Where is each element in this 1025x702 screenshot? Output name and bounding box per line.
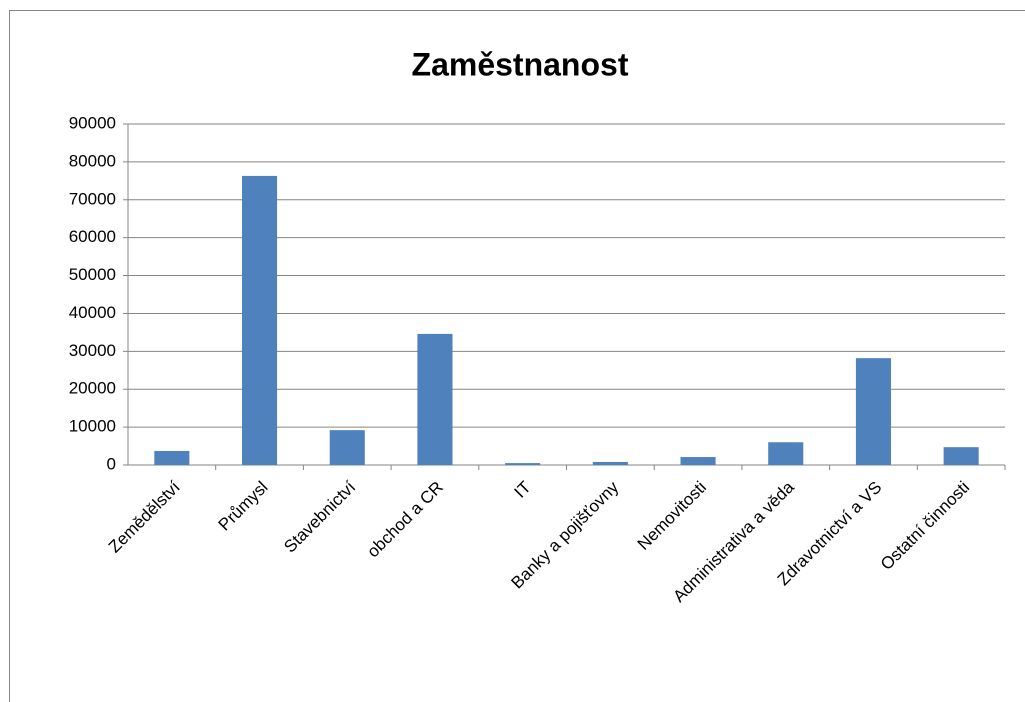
y-tick-label: 0 (107, 454, 116, 473)
bar (855, 358, 891, 465)
x-tick-label: Nemovitosti (634, 478, 710, 554)
bar (242, 175, 278, 465)
bar (329, 430, 365, 465)
y-tick-label: 10000 (69, 417, 116, 436)
bar (154, 450, 190, 465)
y-tick-label: 30000 (69, 341, 116, 360)
bar (768, 442, 804, 465)
x-tick-label: Průmysl (215, 478, 272, 535)
y-tick-label: 40000 (69, 303, 116, 322)
bar (592, 461, 628, 465)
bar (680, 457, 716, 465)
x-tick-label: Ostatní činnosti (877, 478, 973, 574)
y-tick-label: 60000 (69, 227, 116, 246)
y-tick-label: 20000 (69, 379, 116, 398)
chart-title: Zaměstnanost (412, 46, 629, 82)
bar (505, 463, 541, 465)
x-tick-label: IT (511, 478, 535, 502)
x-tick-label: obchod a CR (363, 478, 447, 562)
y-tick-label: 50000 (69, 265, 116, 284)
x-tick-label: Stavebnictví (280, 477, 359, 556)
bar (417, 333, 453, 465)
chart-border (9, 10, 1025, 702)
x-tick-label: Zemědělství (105, 477, 184, 556)
y-tick-label: 90000 (69, 113, 116, 132)
y-tick-label: 80000 (69, 151, 116, 170)
bar (943, 447, 979, 465)
y-tick-label: 70000 (69, 189, 116, 208)
